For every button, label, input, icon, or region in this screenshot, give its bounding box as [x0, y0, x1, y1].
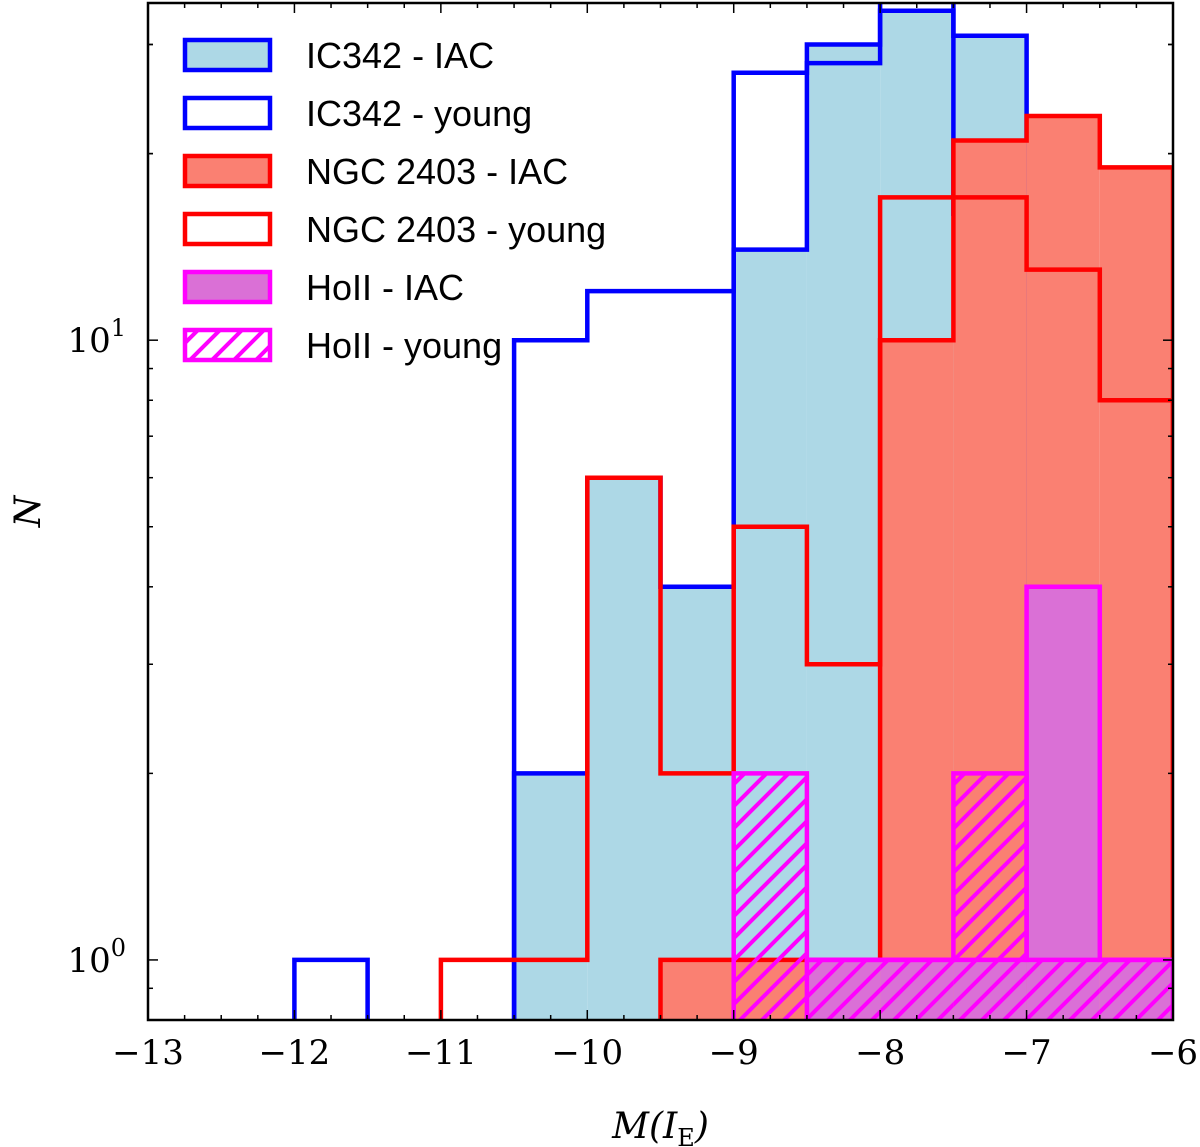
ic342-iac-bar-0	[514, 773, 588, 1020]
y-tick-label: 100	[67, 934, 126, 981]
x-tick-label: −12	[259, 1033, 331, 1073]
legend-label-hoii-iac: HoII - IAC	[306, 267, 464, 308]
x-tick-label: −9	[709, 1033, 759, 1073]
ngc-2403-young-outline	[438, 195, 1173, 1020]
legend-swatch-ic342-iac	[182, 37, 273, 73]
hoii-young-bar-3	[953, 773, 1027, 1020]
legend: IC342 - IAC IC342 - young NGC 2403 - IAC NG…	[182, 35, 606, 366]
hoii-young-bar-1	[806, 959, 881, 1020]
legend-swatch-ngc-2403-young	[182, 211, 273, 247]
series-hoii-young	[731, 771, 1173, 1020]
legend-label-ngc-2403-young: NGC 2403 - young	[306, 209, 606, 250]
ic342-iac-bar-4	[806, 44, 881, 1020]
x-tick-label: −7	[1002, 1033, 1052, 1073]
ic342-iac-bar-1	[587, 477, 661, 1020]
hoii-iac-bar-3	[1026, 586, 1100, 1020]
legend-swatch-ngc-2403-iac	[182, 153, 273, 189]
x-axis-label: M(IE)	[611, 1106, 709, 1147]
ngc-2403-iac-bar-0	[660, 959, 734, 1020]
x-tick-label: −6	[1148, 1033, 1198, 1073]
hoii-young-bar-2	[880, 959, 954, 1020]
hoii-young-outline	[731, 771, 1173, 1020]
ngc-2403-iac-bar-3	[880, 340, 954, 1020]
x-tick-label: −8	[855, 1033, 905, 1073]
legend-label-ic342-young: IC342 - young	[306, 93, 532, 134]
legend-label-ic342-iac: IC342 - IAC	[306, 35, 494, 76]
legend-swatch-hoii-young	[182, 327, 273, 363]
legend-swatch-ic342-young	[182, 95, 273, 131]
x-tick-label: −13	[112, 1033, 184, 1073]
hoii-young-bar-0	[733, 773, 807, 1020]
hoii-young-bar-4	[1026, 959, 1100, 1020]
y-axis-label: N	[8, 494, 49, 528]
series-ngc-2403-young	[438, 195, 1173, 1020]
legend-swatch-hoii-iac	[182, 269, 273, 305]
y-tick-label: 101	[67, 314, 126, 361]
x-tick-label: −11	[405, 1033, 477, 1073]
ngc-2403-iac-bar-6	[1099, 167, 1173, 1020]
hoii-young-bar-5	[1099, 959, 1173, 1020]
legend-label-hoii-young: HoII - young	[306, 325, 502, 366]
legend-label-ngc-2403-iac: NGC 2403 - IAC	[306, 151, 568, 192]
x-tick-label: −10	[551, 1033, 623, 1073]
ic342-iac-bar-2	[660, 586, 734, 1020]
